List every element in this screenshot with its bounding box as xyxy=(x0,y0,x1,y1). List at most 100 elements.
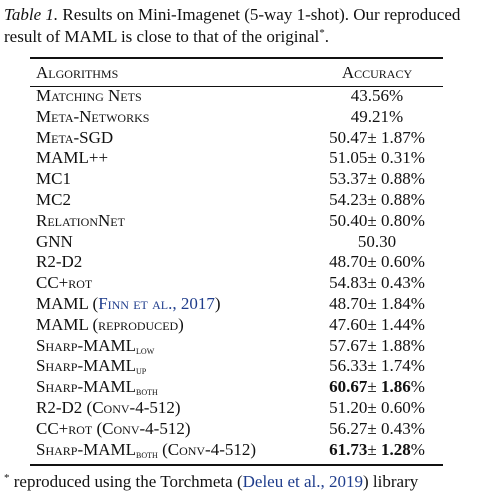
algorithm-name: CC+rot (Conv-4-512) xyxy=(36,419,314,440)
footnote-mark: * xyxy=(4,472,10,484)
table-row: Sharp-MAMLlow 57.67± 1.88% xyxy=(36,336,440,357)
table-row: R2-D2 48.70± 0.60% xyxy=(36,252,440,273)
cite-close: ) xyxy=(214,293,221,313)
accuracy-error: 1.84 xyxy=(380,293,411,313)
percent-sign: % xyxy=(410,273,425,293)
algorithm-base: Sharp-MAML xyxy=(36,335,137,355)
accuracy-mean: 56.27 xyxy=(329,418,368,438)
algorithm-name: GNN xyxy=(36,231,73,251)
table-row: Sharp-MAMLboth (Conv-4-512) 61.73± 1.28% xyxy=(36,440,440,461)
accuracy-error: 0.60 xyxy=(380,397,411,417)
algorithm-subscript: both xyxy=(136,384,158,399)
accuracy-error: 1.87 xyxy=(380,127,411,147)
accuracy-error: 0.88 xyxy=(380,169,411,189)
accuracy-mean: 48.70 xyxy=(329,293,368,313)
accuracy-mean: 47.60 xyxy=(329,314,368,334)
algorithm-name: MAML (Finn et al., 2017) xyxy=(36,294,314,315)
table-row: MAML (Finn et al., 2017) 48.70± 1.84% xyxy=(36,294,440,315)
bottom-rule xyxy=(30,464,443,466)
accuracy-cell: 48.70± 0.60% xyxy=(314,252,440,273)
algorithm-base: Sharp-MAML xyxy=(36,439,137,459)
accuracy-error: 0.43 xyxy=(380,273,411,293)
plus-minus: ± xyxy=(367,356,381,376)
accuracy-error: 1.74 xyxy=(380,356,411,376)
caption-text: Results on Mini-Imagenet (5-way 1-shot).… xyxy=(4,5,461,46)
accuracy-error-best: 1.86 xyxy=(380,377,411,397)
algorithm-name: CC+rot xyxy=(36,273,93,293)
table-row: MAML (reproduced) 47.60± 1.44% xyxy=(36,315,440,336)
plus-minus: ± xyxy=(367,127,381,147)
plus-minus: ± xyxy=(367,252,381,272)
accuracy-value: 49.21% xyxy=(350,106,404,126)
table-row: GNN 50.30 xyxy=(36,232,440,253)
plus-minus: ± xyxy=(367,293,381,313)
footnote-text-before: reproduced using the Torchmeta ( xyxy=(9,472,243,491)
header-rule xyxy=(30,86,443,87)
table-row: Meta-Networks 49.21% xyxy=(36,107,440,128)
footnote-text-after: ) library xyxy=(363,472,419,491)
plus-minus: ± xyxy=(367,169,381,189)
caption-label: Table 1. xyxy=(4,5,59,24)
algorithm-name: Sharp-MAMLboth xyxy=(36,377,314,398)
percent-sign: % xyxy=(410,356,425,376)
plus-minus: ± xyxy=(367,397,381,417)
accuracy-mean: 51.05 xyxy=(329,148,368,168)
accuracy-mean-best: 60.67 xyxy=(329,377,368,397)
accuracy-cell: 60.67± 1.86% xyxy=(314,377,440,398)
percent-sign: % xyxy=(410,439,425,459)
accuracy-error: 0.88 xyxy=(380,189,411,209)
accuracy-mean: 51.20 xyxy=(329,397,368,417)
results-table: Algorithms Accuracy Matching Nets 43.56%… xyxy=(36,60,440,460)
accuracy-cell: 56.33± 1.74% xyxy=(314,356,440,377)
top-rule xyxy=(30,57,443,59)
caption-footnote-mark: * xyxy=(319,27,325,39)
algorithm-name: Meta-Networks xyxy=(36,106,150,126)
algorithm-name: Matching Nets xyxy=(36,86,142,105)
accuracy-error: 0.43 xyxy=(380,418,411,438)
accuracy-value: 43.56% xyxy=(350,86,404,105)
percent-sign: % xyxy=(410,314,425,334)
citation-link[interactable]: Finn et al., 2017 xyxy=(98,293,215,313)
percent-sign: % xyxy=(410,418,425,438)
footnote-citation-link[interactable]: Deleu et al., 2019 xyxy=(242,472,364,491)
algorithm-suffix: (Conv-4-512) xyxy=(157,439,257,459)
algorithm-base: MAML xyxy=(36,293,89,313)
table-row: MAML++ 51.05± 0.31% xyxy=(36,148,440,169)
table-row: Meta-SGD 50.47± 1.87% xyxy=(36,128,440,149)
algorithm-name: RelationNet xyxy=(36,210,125,230)
plus-minus: ± xyxy=(367,439,381,459)
algorithm-base: Sharp-MAML xyxy=(36,356,137,376)
accuracy-cell: 51.05± 0.31% xyxy=(314,148,440,169)
accuracy-cell: 50.47± 1.87% xyxy=(314,128,440,149)
accuracy-cell: 54.23± 0.88% xyxy=(314,190,440,211)
plus-minus: ± xyxy=(367,273,381,293)
accuracy-cell: 61.73± 1.28% xyxy=(314,440,440,461)
percent-sign: % xyxy=(410,169,425,189)
accuracy-mean: 50.47 xyxy=(329,127,368,147)
table-caption: Table 1. Results on Mini-Imagenet (5-way… xyxy=(4,5,461,46)
accuracy-error: 1.88 xyxy=(380,335,411,355)
algorithm-base: CC+rot xyxy=(36,418,93,438)
algorithm-name: MC1 xyxy=(36,169,71,189)
accuracy-cell: 57.67± 1.88% xyxy=(314,336,440,357)
algorithm-suffix: (reproduced) xyxy=(88,314,184,334)
algorithm-suffix: (Conv-4-512) xyxy=(92,418,191,438)
algorithm-name: MAML++ xyxy=(36,148,109,168)
header-accuracy: Accuracy xyxy=(341,63,413,82)
accuracy-mean: 54.23 xyxy=(329,189,368,209)
header-algorithms: Algorithms xyxy=(36,63,119,82)
table-row: RelationNet 50.40± 0.80% xyxy=(36,211,440,232)
algorithm-base: MAML xyxy=(36,314,89,334)
accuracy-mean: 54.83 xyxy=(329,273,368,293)
percent-sign: % xyxy=(410,377,425,397)
accuracy-cell: 53.37± 0.88% xyxy=(314,169,440,190)
table-row: MC2 54.23± 0.88% xyxy=(36,190,440,211)
accuracy-cell: 50.40± 0.80% xyxy=(314,211,440,232)
percent-sign: % xyxy=(410,397,425,417)
cite-open: ( xyxy=(88,293,99,313)
accuracy-mean: 53.37 xyxy=(329,169,368,189)
algorithm-name: R2-D2 (Conv-4-512) xyxy=(36,398,314,419)
plus-minus: ± xyxy=(367,418,381,438)
accuracy-cell: 48.70± 1.84% xyxy=(314,294,440,315)
accuracy-mean: 57.67 xyxy=(329,335,368,355)
